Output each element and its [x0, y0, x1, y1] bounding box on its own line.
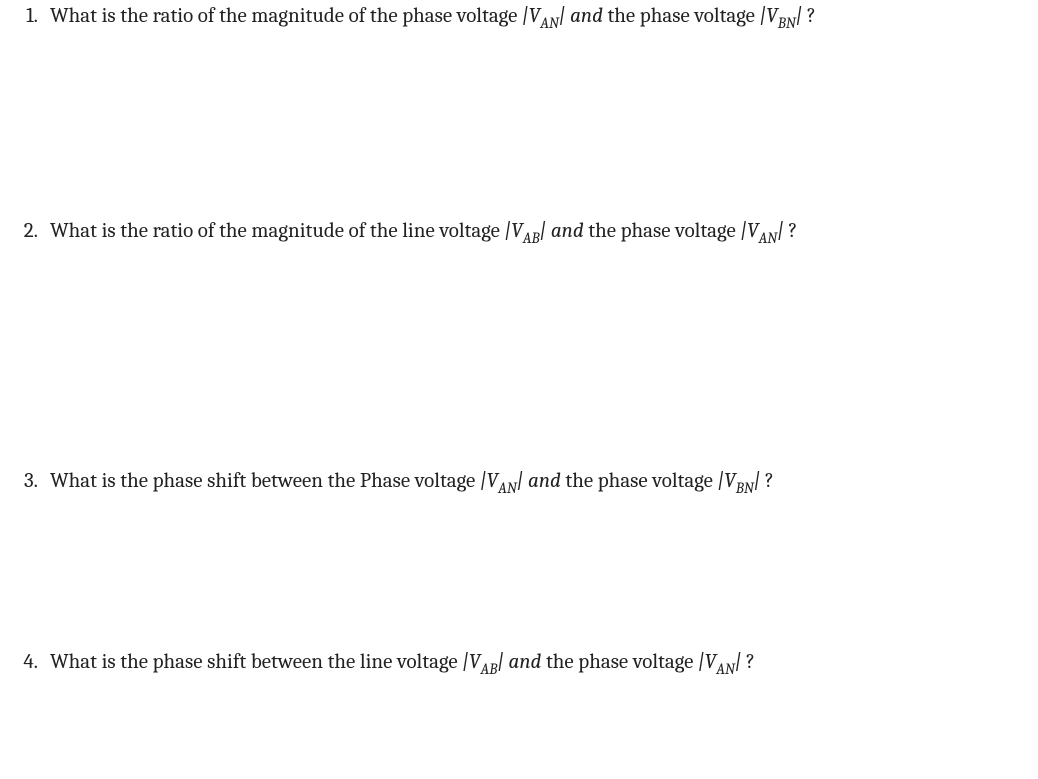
question-number: 4. [0, 650, 50, 674]
question-number: 1. [0, 4, 50, 28]
symbol-2-tail: | [777, 219, 784, 243]
symbol-2-base: |V [760, 4, 778, 28]
text-suffix: ? [742, 650, 755, 674]
question-1: 1. What is the ratio of the magnitude of… [0, 2, 1018, 33]
text-prefix: What is the ratio of the magnitude of th… [50, 219, 505, 243]
text-suffix: ? [760, 469, 773, 493]
text-after-mid: the phase voltage [565, 469, 717, 493]
text-prefix: What is the ratio of the magnitude of th… [50, 4, 522, 28]
question-text: What is the ratio of the magnitude of th… [50, 217, 1018, 248]
text-prefix: What is the phase shift between the Phas… [50, 469, 480, 493]
text-mid: and [523, 469, 565, 493]
text-suffix: ? [802, 4, 815, 28]
question-2: 2. What is the ratio of the magnitude of… [0, 217, 1018, 248]
symbol-2-tail: | [735, 650, 742, 674]
symbol-1-base: |V [480, 469, 498, 493]
symbol-2-sub: AN [716, 660, 735, 678]
text-after-mid: the phase voltage [588, 219, 740, 243]
symbol-2-base: |V [698, 650, 716, 674]
question-3: 3. What is the phase shift between the P… [0, 467, 1018, 498]
symbol-1-base: |V [522, 4, 540, 28]
text-after-mid: the phase voltage [607, 4, 759, 28]
symbol-2-sub: BN [736, 479, 754, 497]
symbol-1-base: |V [505, 219, 523, 243]
text-mid: and [504, 650, 546, 674]
question-number: 2. [0, 219, 50, 243]
text-after-mid: the phase voltage [546, 650, 698, 674]
symbol-2-sub: AN [759, 229, 778, 247]
text-suffix: ? [784, 219, 797, 243]
symbol-2-base: |V [718, 469, 736, 493]
question-text: What is the phase shift between the line… [50, 648, 1018, 679]
symbol-1-base: |V [462, 650, 480, 674]
symbol-2-sub: BN [778, 14, 796, 32]
symbol-2-base: |V [740, 219, 758, 243]
symbol-1-sub: AN [540, 14, 559, 32]
text-mid: and [546, 219, 588, 243]
symbol-1-sub: AB [480, 660, 497, 678]
question-text: What is the phase shift between the Phas… [50, 467, 1018, 498]
symbol-1-sub: AB [523, 229, 540, 247]
text-mid: and [565, 4, 607, 28]
question-text: What is the ratio of the magnitude of th… [50, 2, 1018, 33]
question-4: 4. What is the phase shift between the l… [0, 648, 1018, 679]
question-number: 3. [0, 469, 50, 493]
symbol-1-sub: AN [498, 479, 517, 497]
symbol-1-tail: | [497, 650, 504, 674]
text-prefix: What is the phase shift between the line… [50, 650, 462, 674]
